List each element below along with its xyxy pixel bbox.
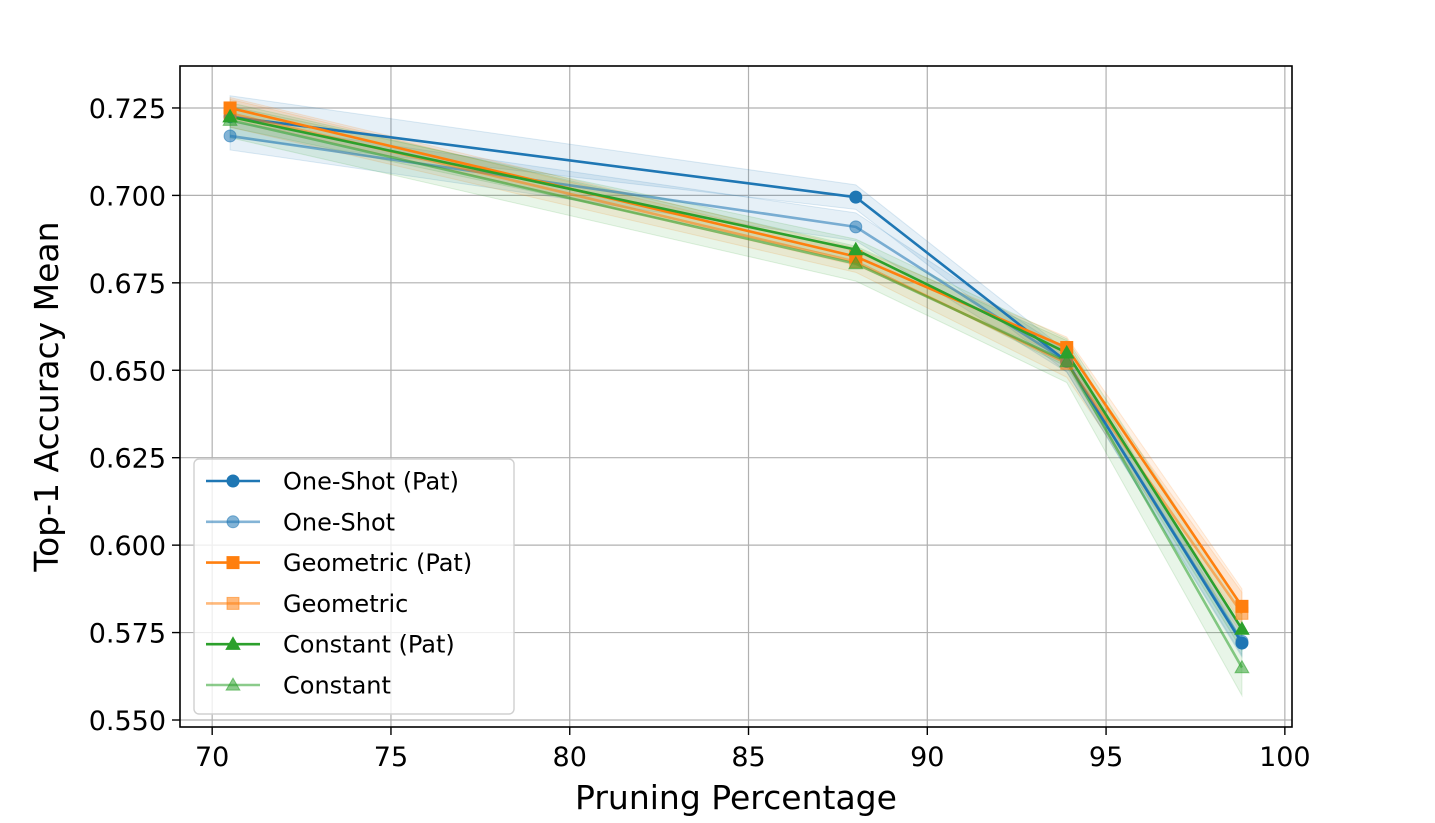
legend-marker-one-shot-pat	[226, 474, 240, 488]
legend-label-constant: Constant	[283, 672, 391, 700]
band-one-shot	[229, 121, 1243, 658]
data-point	[849, 190, 863, 204]
band-constant	[229, 102, 1243, 698]
data-point	[1058, 353, 1075, 368]
series-lines	[229, 106, 1244, 669]
y-tick-label: 0.550	[89, 706, 166, 737]
data-point	[222, 112, 238, 126]
data-point	[848, 255, 864, 270]
axis-ticks: 70 75 80 85 90 95 100 0.550 0.575 0.600 0.625 0.650…	[89, 94, 1311, 773]
data-point	[848, 241, 864, 256]
legend-label-one-shot: One-Shot	[283, 508, 395, 536]
legend-label-constant-pat: Constant (Pat)	[283, 631, 455, 659]
x-tick-label: 90	[910, 742, 944, 773]
y-tick-label: 0.725	[89, 94, 166, 125]
legend: One-Shot (Pat) One-Shot Geometric (Pat) Geo…	[193, 458, 515, 715]
y-tick-label: 0.650	[89, 356, 166, 387]
series-markers	[222, 101, 1250, 674]
y-axis-label: Top-1 Accuracy Mean	[27, 221, 66, 572]
y-tick-label: 0.675	[89, 269, 166, 300]
data-point	[223, 129, 237, 143]
data-point	[1234, 621, 1250, 635]
data-point	[849, 220, 863, 234]
legend-marker-constant	[225, 677, 241, 691]
legend-label-geometric-pat: Geometric (Pat)	[283, 549, 472, 577]
x-tick-label: 80	[553, 742, 587, 773]
legend-marker-geometric	[226, 596, 240, 610]
y-tick-label: 0.700	[89, 181, 166, 212]
legend-marker-geometric-pat	[226, 556, 240, 570]
plot-frame	[179, 65, 1293, 728]
series-line-constant-pat	[229, 115, 1244, 630]
grid	[180, 66, 1292, 727]
y-tick-label: 0.625	[89, 444, 166, 475]
data-point	[1235, 606, 1249, 620]
legend-label-one-shot-pat: One-Shot (Pat)	[283, 468, 459, 496]
y-tick-label: 0.600	[89, 531, 166, 562]
legend-label-geometric: Geometric	[283, 590, 408, 618]
legend-marker-constant-pat	[225, 636, 241, 650]
legend-box	[193, 458, 515, 715]
x-tick-label: 75	[374, 742, 408, 773]
data-point	[1235, 634, 1249, 648]
series-line-constant	[229, 118, 1244, 669]
data-point	[1234, 659, 1250, 674]
y-tick-label: 0.575	[89, 619, 166, 650]
x-tick-label: 95	[1089, 742, 1123, 773]
x-tick-label: 70	[195, 742, 229, 773]
x-axis-label: Pruning Percentage	[575, 778, 897, 817]
legend-marker-one-shot	[226, 515, 240, 529]
x-tick-label: 100	[1259, 742, 1311, 773]
x-tick-label: 85	[731, 742, 765, 773]
